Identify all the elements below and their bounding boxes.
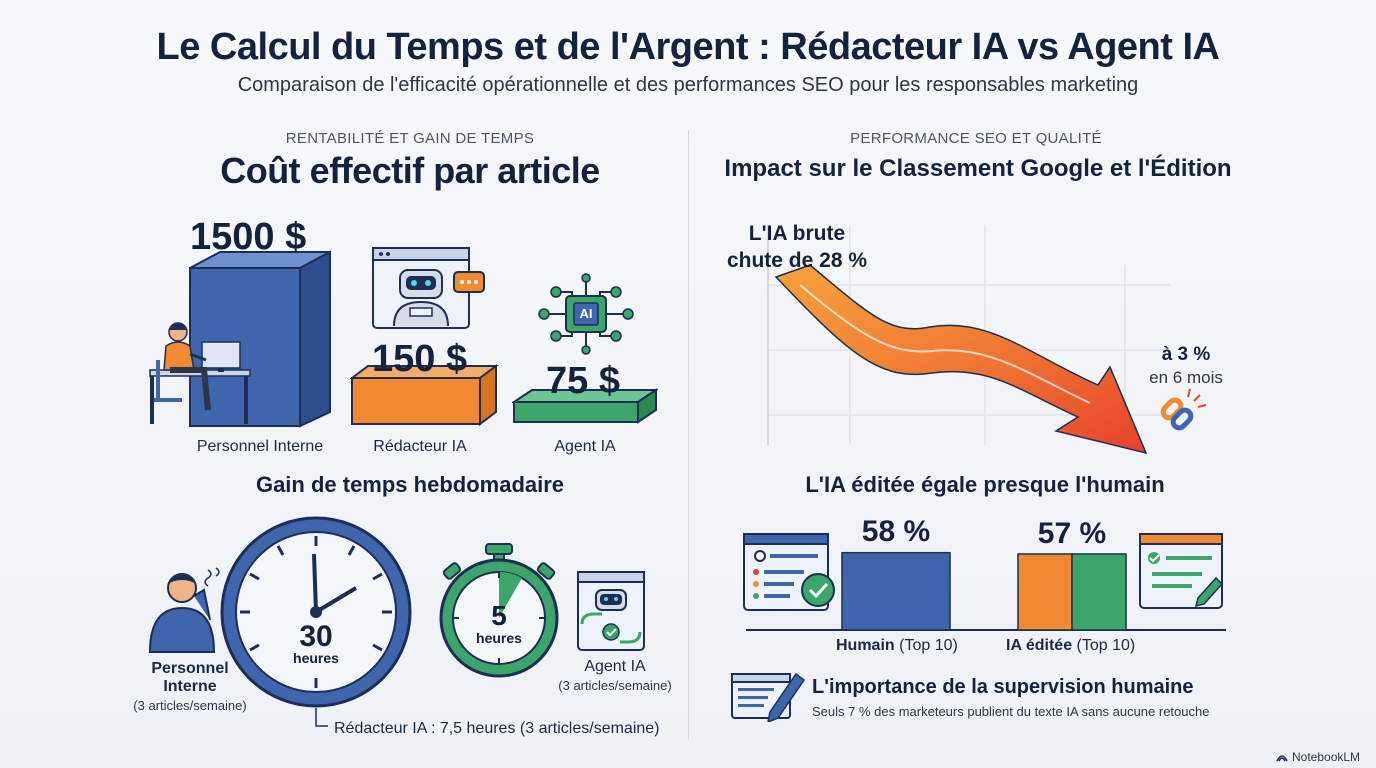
ai-chip-icon [538, 273, 634, 355]
agent-hours-number: 5 [491, 600, 507, 631]
human-bar-note: (Top 10) [899, 637, 958, 654]
human-value-label: 58 % [861, 515, 931, 548]
supervision-title: L'importance de la supervision humaine [812, 676, 1194, 698]
page-title: Le Calcul du Temps et de l'Argent : Réda… [156, 26, 1220, 68]
notebooklm-logo-icon [1276, 755, 1288, 762]
bar-edited-green [1071, 553, 1127, 631]
writer-cost-label: Rédacteur IA [373, 438, 467, 455]
supervision-text: Seuls 7 % des marketeurs publient du tex… [812, 704, 1210, 719]
top10-bar-chart [743, 533, 1226, 631]
page-subtitle: Comparaison de l'efficacité opérationnel… [237, 74, 1139, 96]
staff-hours-unit: heures [293, 650, 339, 666]
ranking-drop-chart [767, 225, 1207, 455]
writer-price: 150 $ [372, 338, 468, 380]
edited-bar-name: IA éditée [1006, 637, 1073, 654]
stressed-person-illustration [148, 567, 220, 653]
staff-hours-number: 30 [299, 620, 333, 653]
bar-human [841, 551, 951, 631]
column-divider [688, 130, 689, 740]
drop-end-value: à 3 % [1161, 344, 1211, 365]
agent-timer-label: Agent IA [584, 658, 646, 675]
time-heading: Gain de temps hebdomadaire [255, 472, 565, 497]
notebooklm-watermark: NotebookLM [1276, 750, 1360, 764]
stopwatch-icon [439, 543, 559, 678]
human-bar-name: Humain [836, 637, 895, 654]
agent-cost-label: Agent IA [554, 438, 616, 455]
agent-price: 75 $ [546, 360, 620, 402]
brand-name: NotebookLM [1292, 750, 1361, 764]
edited-bar-caption: IA éditée (Top 10) [1006, 637, 1135, 655]
writer-note-bracket [315, 708, 328, 727]
bar-edited-orange [1017, 553, 1073, 631]
writer-cost-block [350, 364, 499, 426]
left-section-label: RENTABILITÉ ET GAIN DE TEMPS [285, 130, 535, 147]
raw-ai-drop-label: L'IA brute chute de 28 % [726, 222, 868, 272]
right-section-heading: Impact sur le Classement Google et l'Édi… [724, 155, 1232, 182]
writer-time-note: Rédacteur IA : 7,5 heures (3 articles/se… [334, 720, 660, 737]
staff-clock-label: Personnel Interne [151, 660, 229, 695]
right-section-label: PERFORMANCE SEO ET QUALITÉ [850, 130, 1102, 147]
staff-cost-label: Personnel Interne [196, 438, 324, 455]
robot-writer-icon [372, 247, 485, 329]
ai-chip-text: AI [579, 306, 593, 321]
large-clock-icon [220, 516, 412, 708]
drop-end-period: en 6 mois [1149, 368, 1223, 387]
staff-cost-tower-illustration [149, 250, 331, 428]
agent-timer-note: (3 articles/semaine) [558, 678, 672, 693]
staff-clock-note: (3 articles/semaine) [133, 698, 247, 713]
edit-document-icon [731, 672, 806, 722]
human-bar-caption: Humain (Top 10) [836, 637, 958, 655]
agent-cycle-icon [577, 571, 645, 651]
agent-cost-slab [512, 388, 658, 424]
staff-price: 1500 $ [190, 216, 307, 258]
agent-hours-unit: heures [476, 630, 522, 646]
edited-bar-note: (Top 10) [1076, 637, 1136, 654]
left-section-heading: Coût effectif par article [220, 150, 600, 191]
compare-heading: L'IA éditée égale presque l'humain [805, 472, 1165, 497]
edited-value-label: 57 % [1037, 517, 1107, 550]
